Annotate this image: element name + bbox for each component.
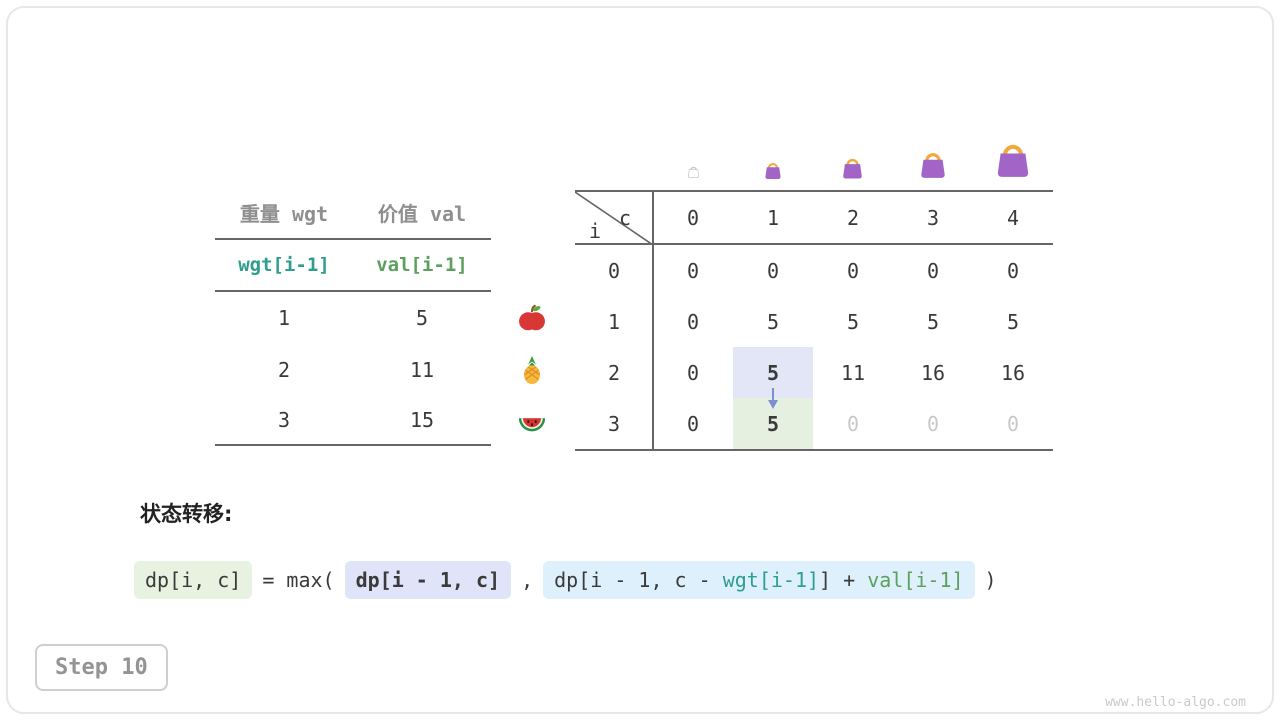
dp-cell-1-1: 5	[766, 309, 780, 334]
item-val: 11	[409, 358, 435, 382]
dp-cell-1-0: 0	[686, 309, 700, 334]
dp-cell-1-4: 5	[1006, 309, 1020, 334]
formula-closing-paren: )	[984, 568, 997, 592]
item-wgt: 1	[277, 306, 291, 330]
formula-comma: ,	[521, 568, 534, 592]
items-table-formula-row: wgt[i-1] val[i-1]	[215, 240, 491, 292]
bag-icon-capacity-3	[921, 153, 945, 178]
watermelon-icon	[518, 418, 546, 432]
transition-formula: dp[i, c] = max( dp[i - 1, c] , dp[i - 1,…	[134, 561, 997, 599]
dp-cell-2-2: 11	[840, 360, 866, 385]
formula-arg2-chip: dp[i - 1, c - wgt[i-1]] + val[i-1]	[543, 561, 975, 599]
watermark-text: www.hello-algo.com	[1105, 695, 1246, 710]
items-table-row: 2 11	[215, 344, 491, 396]
dp-corner-cell: c i	[575, 192, 653, 245]
items-header-weight: 重量 wgt	[239, 201, 329, 226]
corner-col-label: c	[619, 206, 632, 230]
wgt-formula-label: wgt[i-1]	[238, 254, 330, 276]
dp-row-header: 3	[607, 411, 621, 436]
apple-icon	[519, 304, 545, 331]
bag-icon-capacity-4	[997, 144, 1029, 177]
bag-icon-capacity-1	[765, 162, 781, 179]
dp-table: c i 0 1 2 3 4 0 0 0 0 0 0 1 0 5 5 5 5 2 …	[575, 190, 1053, 451]
formula-arg2-wgt: wgt[i-1]	[722, 568, 820, 592]
bag-icon-capacity-0	[687, 166, 700, 178]
dp-cell-0-4: 0	[1006, 258, 1020, 283]
formula-arg2-val: val[i-1]	[867, 568, 964, 592]
dp-cell-2-3: 16	[920, 360, 946, 385]
dp-cell-0-3: 0	[926, 258, 940, 283]
dp-cell-2-1-highlighted: 5	[733, 347, 813, 398]
dp-row-header: 2	[607, 360, 621, 385]
transition-heading: 状态转移:	[140, 502, 233, 526]
transition-arrow-icon	[768, 388, 778, 409]
formula-arg2-prefix: dp[i - 1, c -	[554, 568, 723, 592]
dp-cell-3-2: 0	[846, 411, 860, 436]
corner-row-label: i	[589, 219, 602, 243]
item-val: 15	[409, 408, 435, 432]
dp-cell-3-3: 0	[926, 411, 940, 436]
formula-lhs-chip: dp[i, c]	[134, 561, 253, 599]
dp-col-header: 1	[733, 192, 813, 245]
dp-cell-1-3: 5	[926, 309, 940, 334]
items-table: 重量 wgt 价值 val wgt[i-1] val[i-1] 1 5 2 11…	[215, 186, 491, 446]
bag-icon-capacity-2	[843, 158, 862, 179]
items-header-value: 价值 val	[377, 201, 467, 226]
dp-cell-0-1: 0	[766, 258, 780, 283]
dp-cell-2-0: 0	[686, 360, 700, 385]
formula-arg1-chip: dp[i - 1, c]	[344, 561, 512, 599]
pineapple-icon	[523, 355, 541, 385]
dp-table-vertical-divider	[652, 192, 654, 449]
item-wgt: 2	[277, 358, 291, 382]
items-table-row: 3 15	[215, 396, 491, 446]
dp-col-header: 4	[973, 192, 1053, 245]
dp-col-header: 3	[893, 192, 973, 245]
dp-cell-0-2: 0	[846, 258, 860, 283]
dp-cell-3-0: 0	[686, 411, 700, 436]
dp-col-header: 2	[813, 192, 893, 245]
item-wgt: 3	[277, 408, 291, 432]
dp-cell-1-2: 5	[846, 309, 860, 334]
dp-cell-0-0: 0	[686, 258, 700, 283]
dp-row-header: 0	[607, 258, 621, 283]
dp-cell-2-4: 16	[1000, 360, 1026, 385]
val-formula-label: val[i-1]	[376, 254, 468, 276]
formula-arg2-mid: ] +	[819, 568, 868, 592]
items-table-row: 1 5	[215, 292, 491, 344]
dp-row-header: 1	[607, 309, 621, 334]
step-badge: Step 10	[35, 644, 168, 691]
dp-col-header: 0	[653, 192, 733, 245]
dp-cell-3-4: 0	[1006, 411, 1020, 436]
corner-diagonal-line	[575, 192, 653, 245]
item-val: 5	[415, 306, 429, 330]
items-table-header: 重量 wgt 价值 val	[215, 186, 491, 240]
formula-eq-max: = max(	[262, 568, 335, 592]
